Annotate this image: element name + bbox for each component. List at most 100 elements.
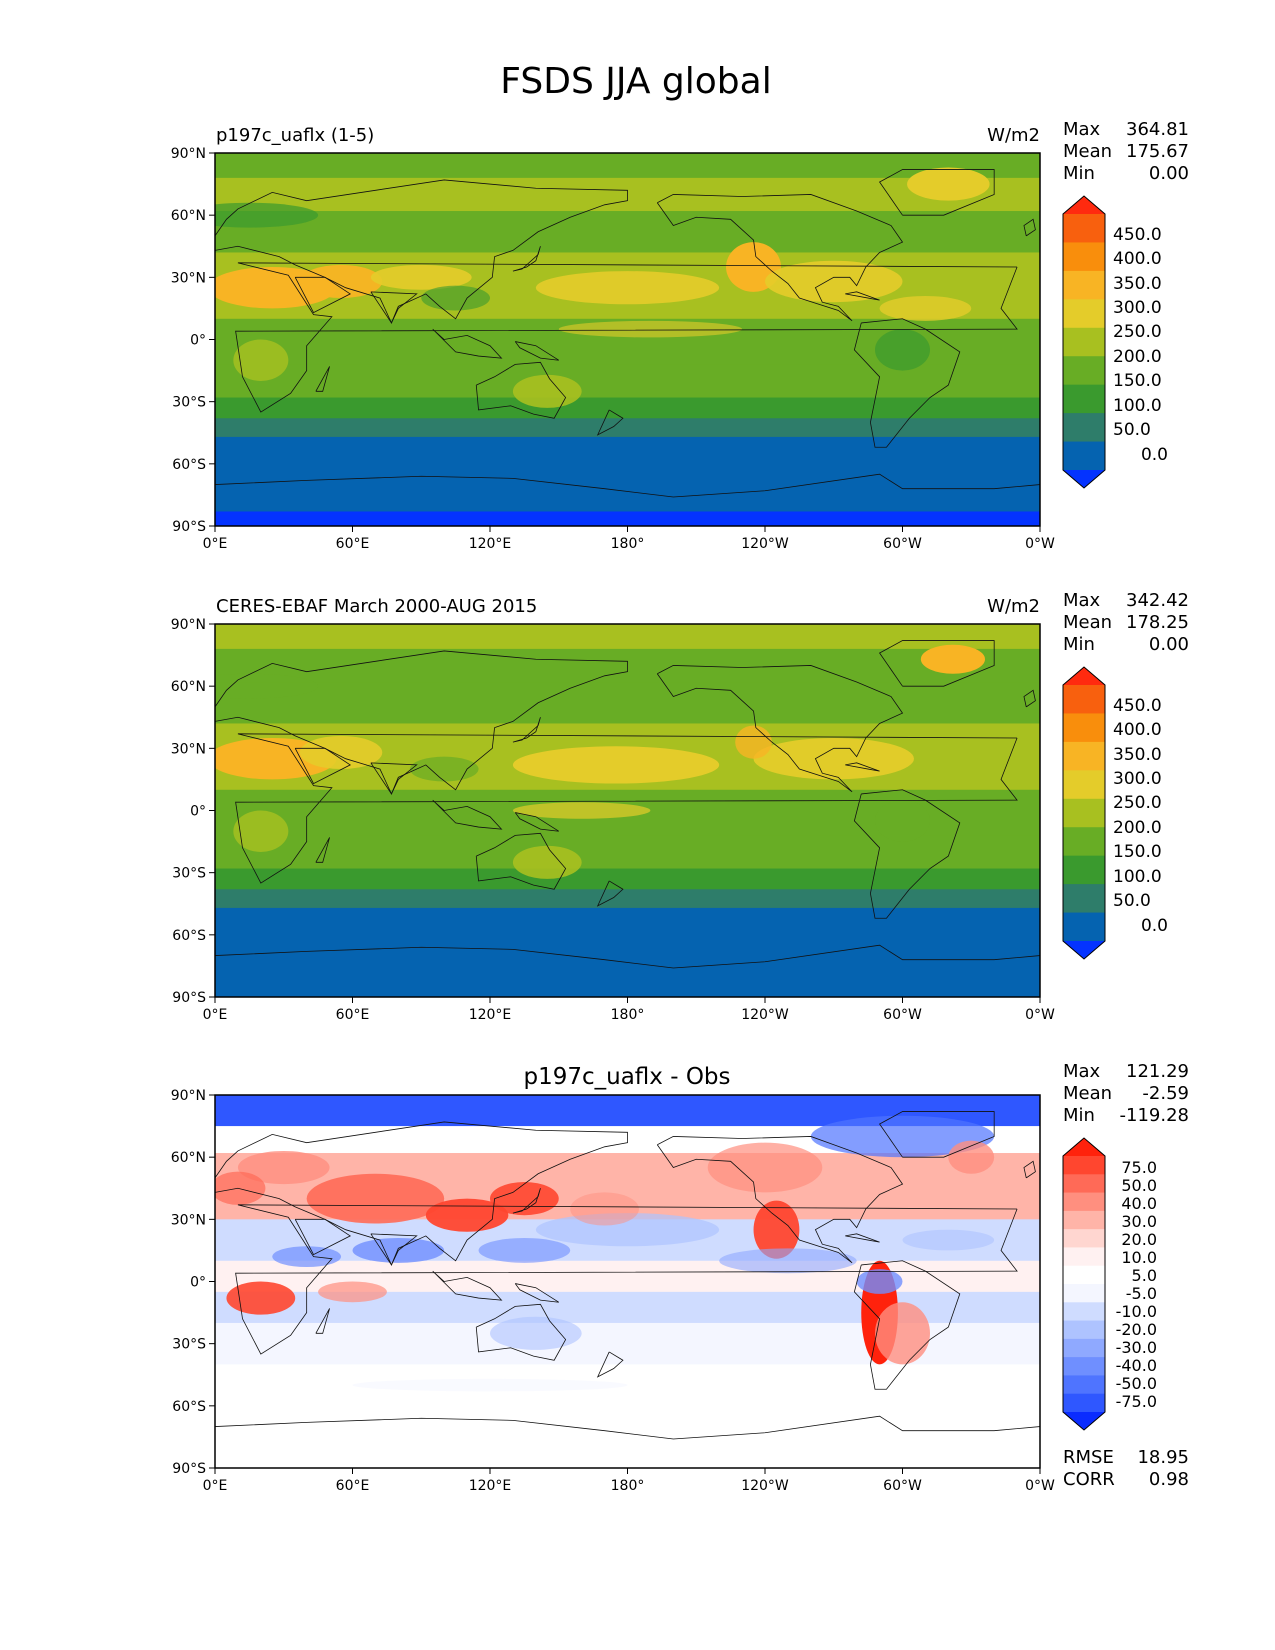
colorbar-label: -40.0 — [1116, 1356, 1157, 1375]
lon-tick-label: 180° — [611, 1478, 645, 1494]
field-feature — [879, 295, 972, 321]
field-feature — [765, 260, 903, 303]
stat-max-label: Max — [1063, 119, 1101, 140]
colorbar-label: 75.0 — [1121, 1158, 1157, 1177]
panel-diff: p197c_uaflx - Obs 90°N 60°N 30°N 0° 30°S 60°S… — [171, 1061, 1189, 1494]
stat-mean-value: 178.25 — [1126, 612, 1189, 633]
panel-obs-colorbar-labels: 450.0 400.0 350.0 300.0 250.0 200.0 150.… — [1113, 696, 1168, 936]
field-feature — [512, 746, 720, 784]
field-band — [215, 835, 1040, 870]
field-feature — [856, 1269, 903, 1294]
coastline — [853, 318, 961, 448]
coastline — [215, 944, 1040, 969]
lon-tick-label: 0°W — [1025, 536, 1055, 552]
lat-tick-label: 30°N — [171, 1212, 206, 1228]
coastline — [1023, 1160, 1036, 1179]
panel-model: p197c_uaflx (1-5) W/m2 90°N 60°N 30°N 0° 30°… — [171, 119, 1189, 552]
colorbar-segment — [1063, 270, 1105, 300]
coastline — [432, 799, 503, 830]
field-band — [215, 364, 1040, 399]
lat-tick-label: 60°S — [172, 1399, 206, 1415]
field-feature — [352, 1378, 628, 1392]
field-feature — [299, 264, 383, 299]
field-band — [215, 682, 1040, 724]
coastline — [1023, 218, 1036, 237]
coastline — [512, 246, 541, 272]
field-feature — [489, 1316, 582, 1350]
lon-tick-label: 0°E — [203, 1478, 228, 1494]
panel-diff-center-title: p197c_uaflx - Obs — [523, 1064, 730, 1090]
stat-mean-label: Mean — [1063, 141, 1112, 162]
field-band — [215, 211, 1040, 253]
panel-diff-coastlines — [215, 1111, 1040, 1440]
colorbar-segment — [1063, 327, 1105, 357]
colorbar-label: 350.0 — [1113, 274, 1162, 294]
lat-tick-label: 90°S — [172, 990, 206, 1006]
colorbar-segment — [1063, 356, 1105, 386]
lat-tick-label: 60°N — [171, 679, 206, 695]
colorbar-label: -20.0 — [1116, 1320, 1157, 1339]
lat-tick-label: 60°S — [172, 928, 206, 944]
colorbar-segment — [1063, 1265, 1105, 1285]
lat-tick-label: 90°S — [172, 1461, 206, 1477]
panel-obs-units: W/m2 — [987, 596, 1040, 617]
colorbar-outline — [1062, 1137, 1106, 1431]
panel-obs-axis-ticks: 90°N 60°N 30°N 0° 30°S 60°S 90°S0°E 60°E 120°E 18… — [171, 617, 1055, 1023]
field-feature — [719, 1248, 857, 1274]
panel-diff-colorbar-labels: 75.0 50.0 40.0 30.0 20.0 10.0 5.0 -5.0 -… — [1116, 1158, 1157, 1411]
colorbar-extend-min — [1063, 1412, 1105, 1430]
colorbar-segment — [1063, 1375, 1105, 1395]
coastline — [656, 665, 904, 793]
field-feature — [370, 264, 472, 290]
coastline — [514, 812, 559, 832]
colorbar-label: -75.0 — [1116, 1392, 1157, 1411]
field-feature — [558, 320, 743, 338]
colorbar-segment — [1063, 1247, 1105, 1267]
metric-corr-label: CORR — [1063, 1469, 1115, 1490]
figure-title: FSDS JJA global — [500, 61, 771, 102]
coastline — [315, 366, 330, 392]
coastline — [432, 328, 503, 359]
stat-min-label: Min — [1063, 634, 1095, 655]
colorbar-label: 30.0 — [1121, 1212, 1157, 1231]
lat-tick-label: 90°N — [171, 146, 206, 162]
lat-tick-label: 30°S — [172, 1337, 206, 1353]
coastline — [315, 1308, 330, 1334]
lon-tick-label: 180° — [611, 1007, 645, 1023]
field-feature — [753, 737, 914, 780]
colorbar-extend-max — [1063, 196, 1105, 214]
panel-diff-axis-ticks: 90°N 60°N 30°N 0° 30°S 60°S 90°S0°E 60°E 120°E 18… — [171, 1088, 1055, 1494]
panel-model-map — [215, 153, 1040, 526]
coastline — [370, 291, 418, 324]
lat-tick-label: 30°S — [172, 866, 206, 882]
field-feature — [490, 1182, 559, 1216]
lon-tick-label: 120°W — [741, 536, 789, 552]
colorbar-extend-min — [1063, 941, 1105, 959]
lon-tick-label: 180° — [611, 536, 645, 552]
field-feature — [233, 339, 289, 381]
colorbar-segment — [1063, 1210, 1105, 1230]
panel-obs-colorbar — [1062, 666, 1106, 960]
lat-tick-label: 0° — [190, 1275, 206, 1291]
lon-tick-label: 0°E — [203, 1007, 228, 1023]
coastline — [845, 762, 880, 772]
field-feature — [735, 725, 772, 759]
stat-mean-value: -2.59 — [1142, 1083, 1189, 1104]
colorbar-segment — [1063, 798, 1105, 828]
lat-tick-label: 60°N — [171, 1150, 206, 1166]
colorbar-segment — [1063, 855, 1105, 885]
field-band — [215, 436, 1040, 512]
colorbar-label: 450.0 — [1113, 696, 1162, 716]
coastline — [845, 291, 880, 301]
coastline — [294, 276, 352, 314]
colorbar-segment — [1063, 413, 1105, 443]
coastline — [879, 640, 995, 687]
lat-tick-label: 30°S — [172, 395, 206, 411]
field-feature — [512, 845, 582, 879]
colorbar-segment — [1063, 384, 1105, 414]
lon-tick-label: 60°E — [336, 536, 370, 552]
lat-tick-label: 0° — [190, 804, 206, 820]
field-feature — [306, 1173, 445, 1224]
coastline — [853, 789, 961, 919]
field-band — [215, 889, 1040, 909]
